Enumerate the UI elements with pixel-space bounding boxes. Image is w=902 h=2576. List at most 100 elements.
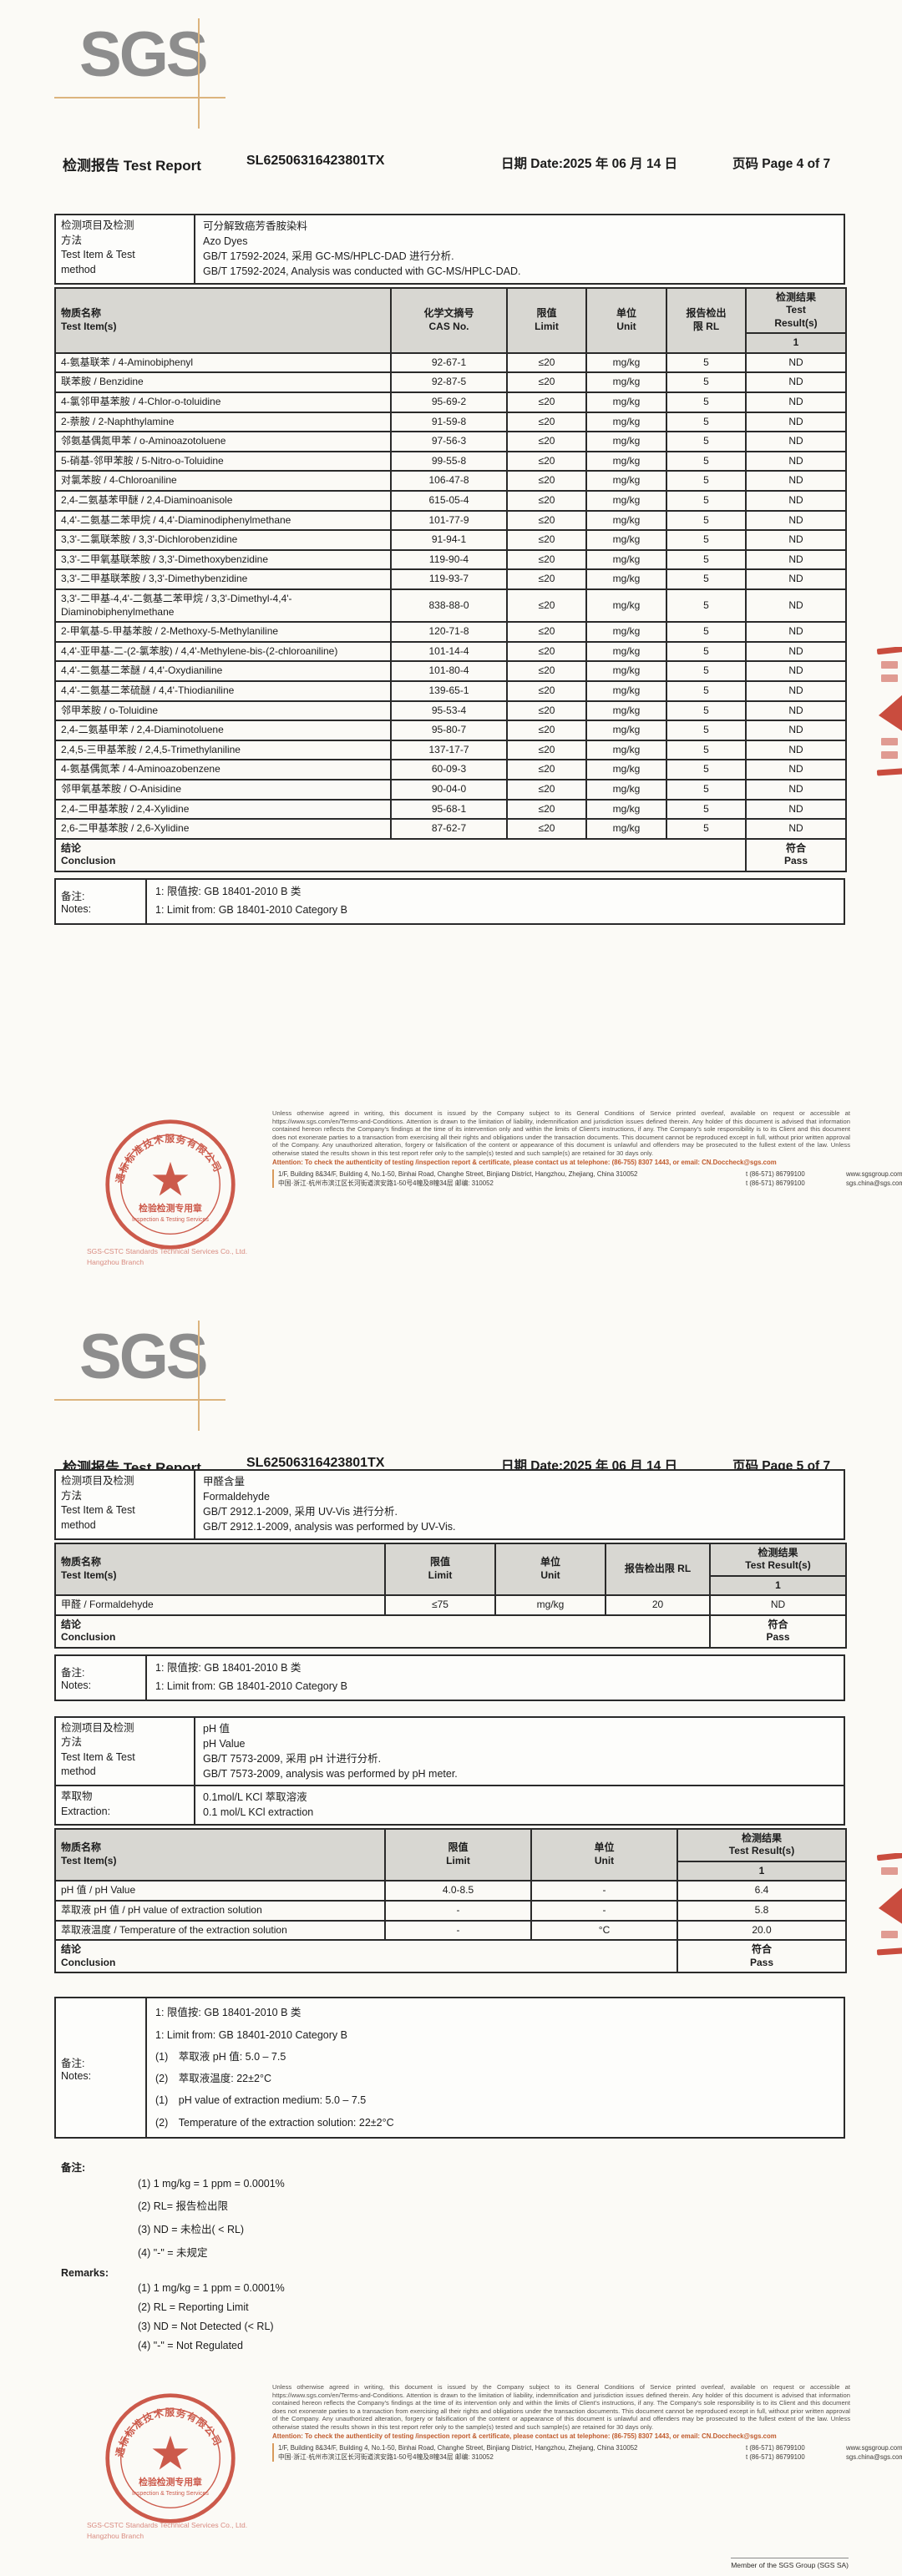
limit-cell: ≤20 — [506, 759, 587, 780]
test-item-cell: 4,4'-亚甲基-二-(2-氯苯胺) / 4,4'-Methylene-bis-… — [54, 640, 392, 663]
result-cell: ND — [745, 778, 847, 801]
table-row: 甲醛 / Formaldehyde ≤75 mg/kg 20 ND — [54, 1594, 847, 1616]
cas-cell: 90-04-0 — [390, 778, 508, 801]
unit-cell: mg/kg — [585, 739, 667, 761]
report-header: 检测报告 Test Report SL62506316423801TX 日期 D… — [63, 154, 856, 174]
limit-cell: ≤20 — [506, 529, 587, 551]
unit-cell: mg/kg — [585, 818, 667, 840]
limit-cell: ≤20 — [506, 450, 587, 472]
unit-cell: mg/kg — [585, 529, 667, 551]
report-page-4: SGS 检测报告 Test Report SL62506316423801TX … — [54, 18, 902, 1297]
result-cell: ND — [745, 431, 847, 452]
cas-cell: 60-09-3 — [390, 759, 508, 780]
page-footer: 通标标准技术服务有限公司 检验检测专用章 Inspection & Testin… — [87, 1109, 902, 1297]
conclusion-value: 符合 Pass — [709, 1614, 847, 1649]
test-item-cell: 3,3'-二氯联苯胺 / 3,3'-Dichlorobenzidine — [54, 529, 392, 551]
col-header-limit: 限值 Limit — [384, 1827, 532, 1882]
remark-item: (4) "-" = 未规定 — [138, 2246, 208, 2259]
test-item-cell: 2,6-二甲基苯胺 / 2,6-Xylidine — [54, 818, 392, 840]
seal-line2: Inspection & Testing Services — [132, 2491, 209, 2497]
unit-cell: mg/kg — [585, 700, 667, 722]
limit-cell: ≤20 — [506, 548, 587, 571]
limit-cell: - — [384, 1899, 532, 1922]
remark-item: (4) "-" = Not Regulated — [138, 2339, 243, 2351]
rl-cell: 5 — [666, 700, 747, 722]
rl-cell: 5 — [666, 679, 747, 702]
side-stamp-fragment — [874, 1853, 902, 2028]
limit-cell: ≤20 — [506, 568, 587, 590]
unit-cell: - — [530, 1880, 678, 1902]
result-cell: ND — [745, 660, 847, 682]
result-cell: ND — [745, 470, 847, 492]
unit-cell: mg/kg — [585, 778, 667, 801]
test-item-cell: 5-硝基-邻甲苯胺 / 5-Nitro-o-Toluidine — [54, 450, 392, 472]
test-item-cell: 对氯苯胺 / 4-Chloroaniline — [54, 470, 392, 492]
result-sub-header: 1 — [709, 1574, 847, 1597]
limit-cell: ≤20 — [506, 778, 587, 801]
report-title: 检测报告 Test Report — [63, 158, 201, 174]
ph-table-body: pH 值 / pH Value 4.0-8.5 - 6.4 萃取液 pH 值 /… — [54, 1880, 847, 1942]
table-row: 3,3'-二甲基联苯胺 / 3,3'-Dimethybenzidine 119-… — [54, 568, 847, 590]
result-cell: ND — [745, 351, 847, 374]
company-name: SGS-CSTC Standards Technical Services Co… — [87, 2521, 248, 2529]
stamp-block: 通标标准技术服务有限公司 检验检测专用章 Inspection & Testin… — [87, 1113, 261, 1296]
test-item-cell: 2,4-二甲基苯胺 / 2,4-Xylidine — [54, 798, 392, 821]
company-name: SGS-CSTC Standards Technical Services Co… — [87, 1247, 248, 1255]
col-header-result: 检测结果 Test Result(s) — [676, 1827, 847, 1862]
unit-cell: mg/kg — [585, 509, 667, 532]
rl-cell: 5 — [666, 640, 747, 663]
rl-cell: 5 — [666, 798, 747, 821]
unit-cell: mg/kg — [494, 1594, 606, 1616]
test-item-cell: 甲醛 / Formaldehyde — [54, 1594, 386, 1616]
unit-cell: mg/kg — [585, 431, 667, 452]
remark-item: (3) ND = Not Detected (< RL) — [138, 2320, 274, 2332]
test-item-cell: 联苯胺 / Benzidine — [54, 371, 392, 394]
ph-table: 物质名称 Test Item(s) 限值 Limit 单位 Unit 检测结果 … — [54, 1827, 847, 1974]
limit-cell: ≤20 — [506, 351, 587, 374]
cas-cell: 91-59-8 — [390, 411, 508, 433]
col-header-cas: 化学文摘号 CAS No. — [390, 286, 508, 354]
rl-cell: 5 — [666, 431, 747, 452]
limit-cell: ≤20 — [506, 660, 587, 682]
remarks-en-label: Remarks: — [61, 2266, 109, 2279]
cas-cell: 95-80-7 — [390, 720, 508, 741]
unit-cell: mg/kg — [585, 679, 667, 702]
address-cn: 中国·浙江·杭州市滨江区长河街道滨安路1-50号4幢及8幢34层 邮编: 310… — [278, 2453, 494, 2462]
rl-cell: 5 — [666, 490, 747, 512]
test-item-cell: 2-甲氧基-5-甲基苯胺 / 2-Methoxy-5-Methylaniline — [54, 621, 392, 643]
remarks-cn-label: 备注: — [61, 2161, 86, 2174]
branch-name: Hangzhou Branch — [87, 1257, 144, 1266]
unit-cell: mg/kg — [585, 759, 667, 780]
rl-cell: 5 — [666, 588, 747, 624]
limit-cell: ≤20 — [506, 679, 587, 702]
logo-accent-hline — [54, 97, 226, 98]
table-row: 2-甲氧基-5-甲基苯胺 / 2-Methoxy-5-Methylaniline… — [54, 621, 847, 643]
limit-cell: ≤20 — [506, 509, 587, 532]
table-row: 4,4'-二氨基二苯硫醚 / 4,4'-Thiodianiline 139-65… — [54, 679, 847, 702]
report-date: 日期 Date:2025 年 06 月 14 日 — [501, 157, 678, 171]
table-header-row: 物质名称 Test Item(s) 限值 Limit 单位 Unit 报告检出限… — [54, 1542, 847, 1597]
unit-cell: mg/kg — [585, 391, 667, 413]
ph-extraction-box: 萃取物 Extraction: 0.1mol/L KCl 萃取溶液 0.1 mo… — [54, 1786, 845, 1826]
extraction-label: 萃取物 Extraction: — [56, 1786, 195, 1824]
result-cell: ND — [745, 640, 847, 663]
website: www.sgsgroup.com.cn — [846, 1170, 902, 1179]
unit-cell: mg/kg — [585, 640, 667, 663]
table-row: 4,4'-亚甲基-二-(2-氯苯胺) / 4,4'-Methylene-bis-… — [54, 640, 847, 663]
test-item-cell: 4-氨基联苯 / 4-Aminobiphenyl — [54, 351, 392, 374]
remark-item: (2) RL = Reporting Limit — [138, 2301, 249, 2313]
test-item-cell: 邻甲氧基苯胺 / O-Anisidine — [54, 778, 392, 801]
phone-2: t (86-571) 86799100 — [746, 1179, 805, 1188]
cas-cell: 119-93-7 — [390, 568, 508, 590]
test-item-cell: 4-氨基偶氮苯 / 4-Aminoazobenzene — [54, 759, 392, 780]
result-cell: ND — [745, 529, 847, 551]
phone-2: t (86-571) 86799100 — [746, 2453, 805, 2462]
sgs-logo: SGS — [54, 18, 246, 129]
result-sub-header: 1 — [676, 1860, 847, 1882]
azo-dyes-table: 物质名称 Test Item(s) 化学文摘号 CAS No. 限值 Limit… — [54, 286, 847, 872]
unit-cell: mg/kg — [585, 798, 667, 821]
cas-cell: 95-68-1 — [390, 798, 508, 821]
company-name-left: SGS-CSTC Standards Technical Services Co… — [87, 2520, 279, 2542]
table-row: 4,4'-二氨基二苯醚 / 4,4'-Oxydianiline 101-80-4… — [54, 660, 847, 682]
